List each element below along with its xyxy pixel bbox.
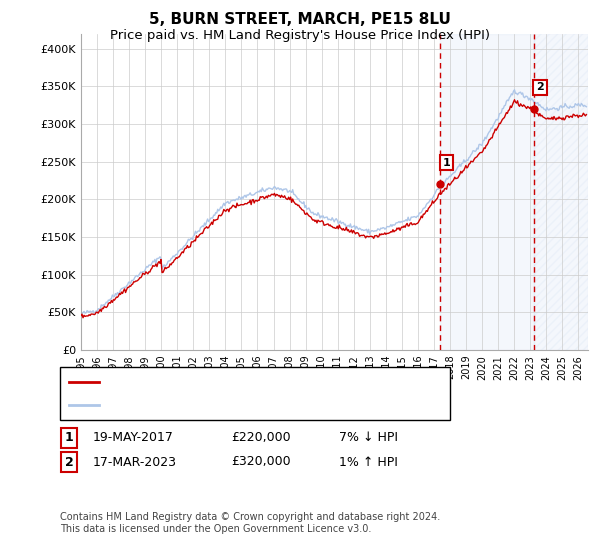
Text: 5, BURN STREET, MARCH, PE15 8LU: 5, BURN STREET, MARCH, PE15 8LU xyxy=(149,12,451,27)
Text: 1% ↑ HPI: 1% ↑ HPI xyxy=(339,455,398,469)
Text: £320,000: £320,000 xyxy=(231,455,290,469)
Text: 5, BURN STREET, MARCH, PE15 8LU (detached house): 5, BURN STREET, MARCH, PE15 8LU (detache… xyxy=(105,377,406,387)
Text: 2: 2 xyxy=(536,82,544,92)
Text: Price paid vs. HM Land Registry's House Price Index (HPI): Price paid vs. HM Land Registry's House … xyxy=(110,29,490,42)
Text: 1: 1 xyxy=(65,431,73,445)
Text: 7% ↓ HPI: 7% ↓ HPI xyxy=(339,431,398,445)
Text: £220,000: £220,000 xyxy=(231,431,290,445)
Bar xyxy=(440,34,533,350)
Text: 19-MAY-2017: 19-MAY-2017 xyxy=(93,431,174,445)
Text: HPI: Average price, detached house, Fenland: HPI: Average price, detached house, Fenl… xyxy=(105,400,355,410)
Text: Contains HM Land Registry data © Crown copyright and database right 2024.
This d: Contains HM Land Registry data © Crown c… xyxy=(60,512,440,534)
Text: 2: 2 xyxy=(65,455,73,469)
Text: 1: 1 xyxy=(442,158,450,167)
Text: 17-MAR-2023: 17-MAR-2023 xyxy=(93,455,177,469)
Bar xyxy=(533,34,588,350)
